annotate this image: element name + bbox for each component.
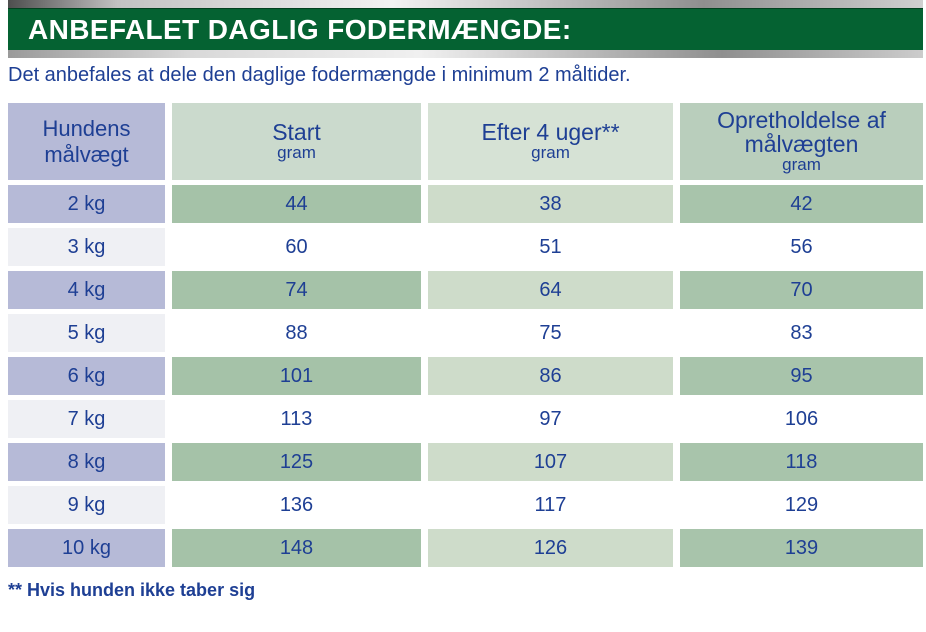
subtitle-text: Det anbefales at dele den daglige foderm… — [8, 64, 631, 86]
maintain-cell: 118 — [680, 443, 923, 481]
start-cell: 148 — [172, 529, 421, 567]
maintain-cell: 139 — [680, 529, 923, 567]
header-start: Start gram — [172, 103, 421, 180]
start-cell: 136 — [172, 486, 421, 524]
after4-cell: 97 — [428, 400, 673, 438]
start-cell: 74 — [172, 271, 421, 309]
start-cell: 101 — [172, 357, 421, 395]
after4-cell: 51 — [428, 228, 673, 266]
maintain-cell: 129 — [680, 486, 923, 524]
weight-cell: 5 kg — [8, 314, 165, 352]
header-start-unit: gram — [277, 143, 316, 163]
header-dog-target-weight: Hundens målvægt — [8, 103, 165, 180]
weight-cell: 9 kg — [8, 486, 165, 524]
start-cell: 113 — [172, 400, 421, 438]
start-cell: 88 — [172, 314, 421, 352]
metal-strip-bottom — [8, 50, 923, 58]
after4-cell: 126 — [428, 529, 673, 567]
after4-cell: 75 — [428, 314, 673, 352]
after4-cell: 117 — [428, 486, 673, 524]
title-banner: ANBEFALET DAGLIG FODERMÆNGDE: — [8, 0, 923, 58]
header-after-4-weeks: Efter 4 uger** gram — [428, 103, 673, 180]
after4-cell: 107 — [428, 443, 673, 481]
weight-cell: 2 kg — [8, 185, 165, 223]
maintain-cell: 70 — [680, 271, 923, 309]
header-maintain-unit: gram — [782, 155, 821, 175]
header-start-title: Start — [272, 119, 321, 146]
header-after-unit: gram — [531, 143, 570, 163]
maintain-cell: 42 — [680, 185, 923, 223]
after4-cell: 64 — [428, 271, 673, 309]
weight-cell: 10 kg — [8, 529, 165, 567]
weight-cell: 4 kg — [8, 271, 165, 309]
maintain-cell: 95 — [680, 357, 923, 395]
header-maintain-weight: Opretholdelse af målvægten gram — [680, 103, 923, 180]
after4-cell: 86 — [428, 357, 673, 395]
maintain-cell: 56 — [680, 228, 923, 266]
start-cell: 60 — [172, 228, 421, 266]
weight-cell: 7 kg — [8, 400, 165, 438]
maintain-cell: 106 — [680, 400, 923, 438]
footnote-text: ** Hvis hunden ikke taber sig — [8, 580, 256, 600]
weight-cell: 6 kg — [8, 357, 165, 395]
header-after-title: Efter 4 uger** — [481, 119, 620, 146]
weight-cell: 3 kg — [8, 228, 165, 266]
metal-strip-top — [8, 0, 923, 8]
start-cell: 125 — [172, 443, 421, 481]
maintain-cell: 83 — [680, 314, 923, 352]
weight-cell: 8 kg — [8, 443, 165, 481]
header-maintain-title: Opretholdelse af målvægten — [717, 107, 886, 158]
start-cell: 44 — [172, 185, 421, 223]
banner-green-bar: ANBEFALET DAGLIG FODERMÆNGDE: — [8, 8, 923, 50]
after4-cell: 38 — [428, 185, 673, 223]
page-title: ANBEFALET DAGLIG FODERMÆNGDE: — [28, 13, 572, 45]
feeding-table: Hundens målvægt Start gram Efter 4 uger*… — [8, 103, 923, 567]
